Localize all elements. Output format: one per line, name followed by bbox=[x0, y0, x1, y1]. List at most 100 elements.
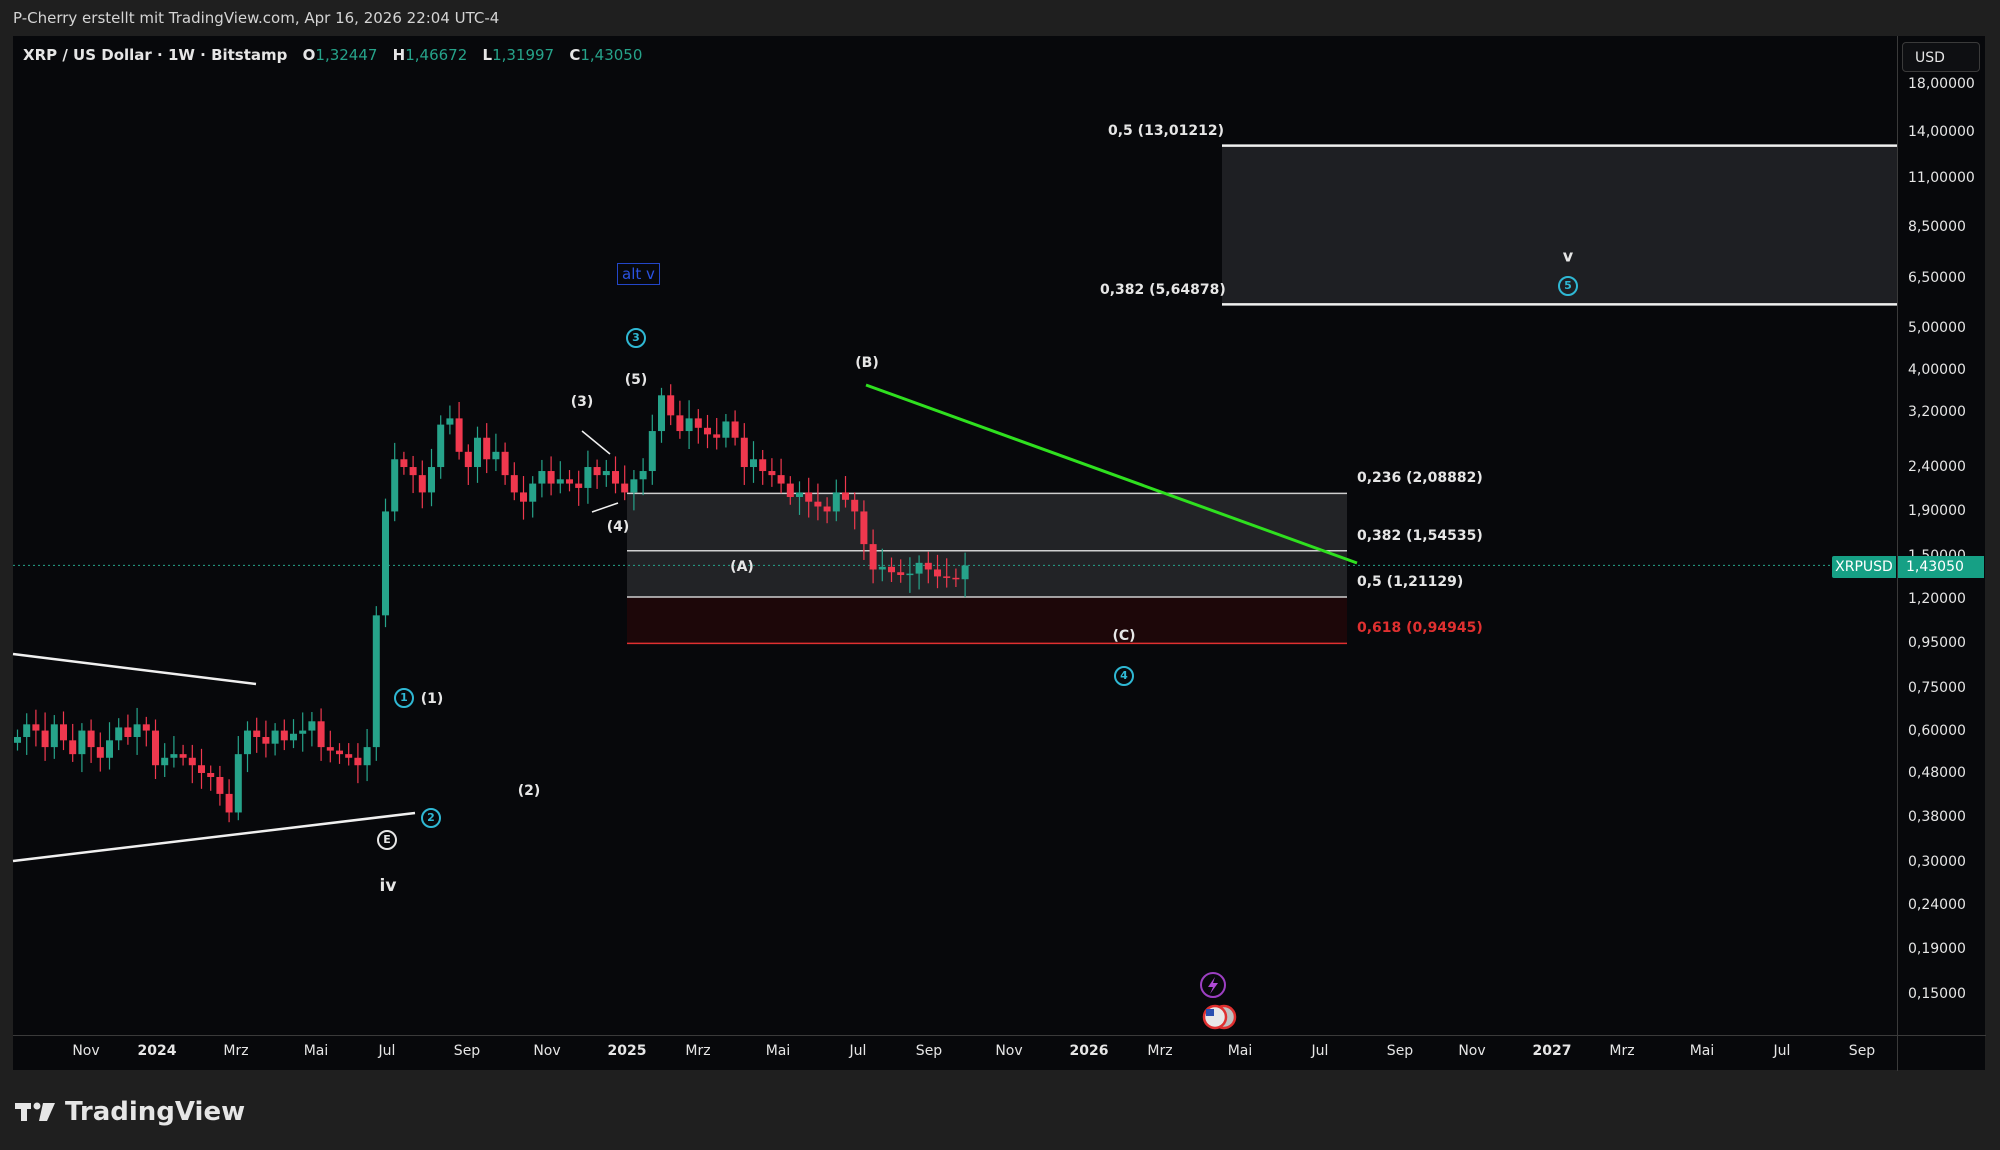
candle-body bbox=[566, 479, 573, 484]
wave-label-iv: iv bbox=[379, 876, 397, 896]
candle-body bbox=[308, 721, 316, 731]
candle-body bbox=[437, 424, 445, 468]
candle-body bbox=[805, 492, 813, 502]
candle-body bbox=[547, 471, 555, 484]
candle-body bbox=[96, 747, 104, 758]
time-label: 2027 bbox=[1532, 1043, 1572, 1059]
price-tick: 4,00000 bbox=[1908, 361, 1966, 378]
time-label: Sep bbox=[453, 1043, 481, 1059]
candle-body bbox=[694, 418, 702, 428]
time-label: Mrz bbox=[223, 1043, 249, 1059]
wave-label-3: (3) bbox=[570, 394, 594, 410]
candle-body bbox=[915, 562, 923, 574]
price-tick: 0,38000 bbox=[1908, 809, 1966, 826]
candle-body bbox=[842, 492, 849, 500]
candle-body bbox=[23, 724, 31, 738]
price-tick: 0,60000 bbox=[1908, 722, 1966, 739]
candle-body bbox=[455, 418, 463, 452]
wave-label-5: (5) bbox=[624, 372, 648, 388]
lightning-event-icon bbox=[1200, 972, 1226, 998]
time-label: Jul bbox=[849, 1043, 867, 1059]
candle-body bbox=[225, 793, 233, 813]
candle-body bbox=[106, 740, 113, 758]
time-label: Mrz bbox=[1147, 1043, 1173, 1059]
time-label: Mai bbox=[1227, 1043, 1253, 1059]
price-tick: 14,00000 bbox=[1908, 123, 1975, 140]
candle-body bbox=[179, 754, 187, 758]
candle-body bbox=[786, 483, 794, 497]
candle-body bbox=[161, 757, 169, 766]
time-label: 2025 bbox=[607, 1043, 647, 1059]
candle-body bbox=[418, 475, 426, 493]
price-tick: 0,75000 bbox=[1908, 680, 1966, 697]
candle-body bbox=[759, 459, 767, 472]
price-tick: 2,40000 bbox=[1908, 459, 1966, 476]
fib-label: 0,618 (0,94945) bbox=[1357, 620, 1483, 637]
candle-body bbox=[78, 730, 86, 755]
candle-body bbox=[142, 724, 150, 731]
fib-label: 0,382 (1,54535) bbox=[1357, 527, 1483, 544]
time-label: Nov bbox=[995, 1043, 1023, 1059]
price-tick: 6,50000 bbox=[1908, 269, 1966, 286]
price-tick: 8,50000 bbox=[1908, 218, 1966, 235]
time-label: Nov bbox=[72, 1043, 100, 1059]
tradingview-logo-icon bbox=[15, 1102, 55, 1121]
candle-body bbox=[538, 471, 546, 484]
time-label: Mrz bbox=[1609, 1043, 1635, 1059]
candle-body bbox=[483, 437, 491, 460]
fib-label: 0,382 (5,64878) bbox=[1100, 282, 1226, 298]
candle-body bbox=[906, 573, 914, 576]
candle-body bbox=[133, 724, 141, 738]
candle-body bbox=[704, 427, 711, 435]
triangle-upper-line bbox=[12, 652, 257, 686]
wave-label-2: (2) bbox=[517, 783, 541, 799]
time-label: Nov bbox=[533, 1043, 561, 1059]
candle-body bbox=[796, 492, 803, 497]
candle-body bbox=[446, 418, 454, 425]
candle-body bbox=[621, 483, 629, 493]
price-tick: 11,00000 bbox=[1908, 169, 1975, 186]
candle-body bbox=[731, 421, 739, 438]
wave-label-4: (4) bbox=[606, 519, 630, 535]
high-value: 1,46672 bbox=[405, 46, 468, 64]
candle-body bbox=[814, 501, 822, 507]
circled-5-icon: 5 bbox=[1558, 276, 1578, 296]
candle-body bbox=[317, 721, 325, 748]
tradingview-logo[interactable]: TradingView bbox=[15, 1097, 245, 1127]
symbol-legend: XRP / US Dollar · 1W · Bitstamp O1,32447… bbox=[23, 46, 643, 64]
circled-E-icon: E bbox=[377, 830, 397, 850]
currency-button[interactable]: USD bbox=[1902, 42, 1980, 72]
fib-red-zone bbox=[627, 597, 1347, 644]
time-label: Jul bbox=[1773, 1043, 1791, 1059]
candle-body bbox=[382, 511, 389, 616]
wave-label-A: (A) bbox=[730, 559, 754, 575]
price-tick: 0,24000 bbox=[1908, 896, 1966, 913]
time-axis[interactable] bbox=[13, 1035, 1897, 1071]
candle-body bbox=[934, 569, 941, 577]
price-tick: 0,19000 bbox=[1908, 941, 1966, 958]
candle-body bbox=[271, 730, 279, 744]
downtrend-line bbox=[865, 383, 1358, 565]
wedge-line bbox=[591, 502, 619, 513]
candle-body bbox=[207, 772, 215, 777]
candle-body bbox=[924, 562, 932, 570]
price-tick: 18,00000 bbox=[1908, 76, 1975, 92]
price-tick: 3,20000 bbox=[1908, 404, 1966, 421]
price-tick: 0,48000 bbox=[1908, 764, 1966, 781]
price-tick: 5,00000 bbox=[1908, 319, 1966, 336]
us-flag-canton bbox=[1206, 1009, 1214, 1016]
alt-v-label: alt v bbox=[617, 263, 660, 285]
candle-body bbox=[464, 451, 472, 468]
candle-body bbox=[170, 754, 178, 758]
axis-corner[interactable] bbox=[1897, 1035, 1986, 1071]
fib-label: 0,5 (13,01212) bbox=[1108, 123, 1224, 139]
price-axis[interactable] bbox=[1897, 36, 1986, 1035]
candle-body bbox=[87, 730, 95, 748]
candle-body bbox=[575, 483, 583, 488]
time-label: Jul bbox=[378, 1043, 396, 1059]
candle-body bbox=[69, 740, 77, 755]
candle-body bbox=[501, 451, 509, 476]
candle-body bbox=[299, 730, 307, 734]
candle-body bbox=[860, 511, 868, 545]
